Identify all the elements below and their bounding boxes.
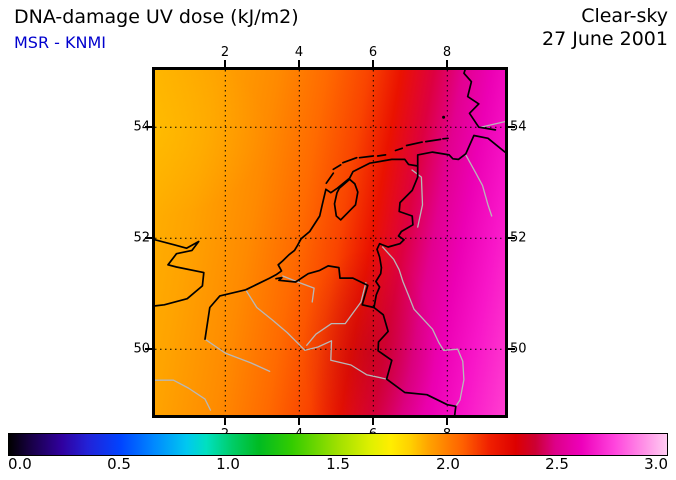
x-tick-mark: [298, 60, 300, 69]
y-tick-mark: [145, 237, 154, 239]
colorbar-label: 2.5: [545, 455, 569, 473]
x-axis-label-top: 6: [368, 45, 378, 60]
y-axis-label-left: 50: [133, 341, 150, 357]
x-axis-label-top: 4: [294, 45, 304, 60]
colorbar-label: 0.5: [107, 455, 131, 473]
x-tick-mark: [372, 60, 374, 69]
x-tick-mark: [446, 416, 448, 425]
x-tick-mark: [298, 416, 300, 425]
x-tick-mark: [224, 60, 226, 69]
river-ems: [411, 169, 424, 228]
kiel-canal: [479, 120, 505, 128]
y-axis-label-left: 54: [133, 119, 150, 135]
gridlines: [155, 70, 505, 415]
wadden-islands: [325, 137, 449, 185]
y-tick-mark: [506, 348, 515, 350]
y-axis-label-left: 52: [133, 230, 150, 246]
map-overlay: [155, 70, 505, 415]
coastline-continent: [204, 134, 505, 341]
colorbar: [8, 433, 668, 456]
y-tick-mark: [145, 348, 154, 350]
x-tick-mark: [372, 416, 374, 425]
condition-label: Clear-sky: [581, 5, 668, 27]
y-tick-mark: [506, 237, 515, 239]
coastline-schleswig: [463, 70, 497, 131]
river-seine: [155, 379, 212, 411]
colorbar-label: 1.0: [216, 455, 240, 473]
page-title: DNA-damage UV dose (kJ/m2): [14, 6, 299, 28]
river-meuse: [306, 281, 367, 346]
island-helgoland: [442, 115, 446, 119]
date-label: 27 June 2001: [542, 28, 668, 50]
rivers-and-minor-borders: [155, 120, 505, 411]
river-weser: [465, 154, 493, 217]
y-tick-mark: [506, 126, 515, 128]
river-befr-border: [245, 289, 388, 380]
colorbar-label: 0.0: [8, 455, 32, 473]
river-somme: [204, 338, 271, 373]
coastline-england: [155, 238, 205, 307]
x-tick-mark: [446, 60, 448, 69]
x-axis-label-top: 2: [220, 45, 230, 60]
colorbar-label: 2.0: [436, 455, 460, 473]
lake-ijsselmeer: [333, 178, 359, 221]
coastlines-and-borders: [155, 70, 505, 415]
y-axis-label-right: 52: [510, 230, 527, 246]
river-rhine: [381, 246, 465, 407]
colorbar-label: 3.0: [644, 455, 668, 473]
y-tick-mark: [145, 126, 154, 128]
border-nl-de: [373, 165, 457, 415]
river-scheldt: [282, 275, 315, 303]
y-axis-label-right: 50: [510, 341, 527, 357]
source-label: MSR - KNMI: [14, 33, 107, 52]
map-panel: 2 4 6 8 2 4 6 8 54 52 50 54 52 50: [133, 46, 526, 441]
x-tick-mark: [224, 416, 226, 425]
border-be-nl: [275, 265, 375, 309]
x-axis-label-top: 8: [442, 45, 452, 60]
y-axis-label-right: 54: [510, 119, 527, 135]
colorbar-label: 1.5: [326, 455, 350, 473]
